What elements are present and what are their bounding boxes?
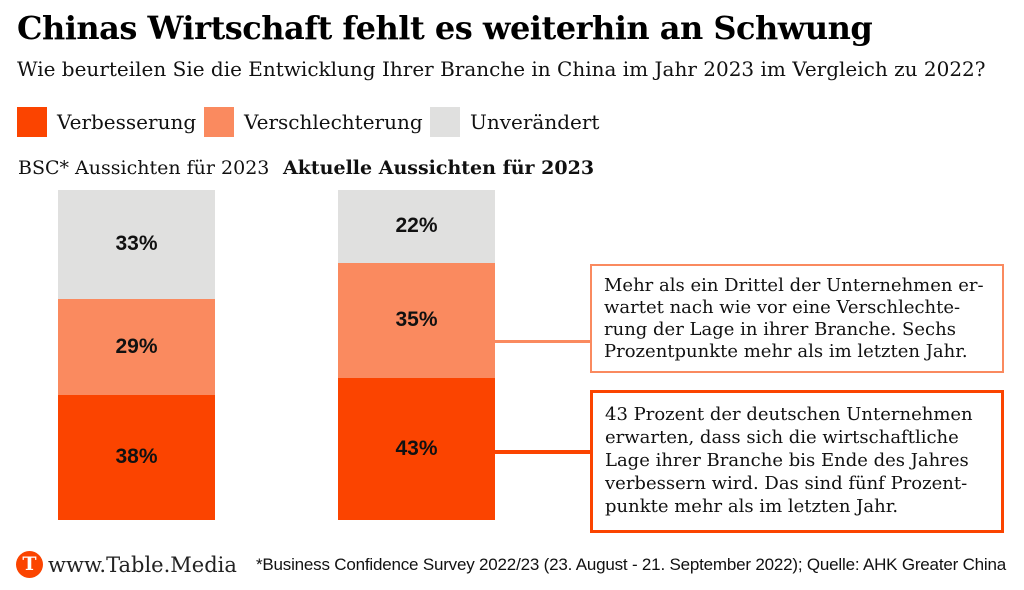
stacked-bar-aktuell: 22% 35% 43% (338, 190, 495, 520)
column-label-bsc: BSC* Aussichten für 2023 (18, 157, 270, 179)
legend-item-verschlechterung: Verschlechterung (204, 107, 423, 137)
bar-bsc-value-verbesserung: 38% (115, 445, 158, 469)
annotation-text-verbesserung: 43 Prozent der deutschen Unternehmen erw… (605, 404, 973, 517)
bar-aktuell-segment-verschlechterung: 35% (338, 262, 495, 379)
source-note: *Business Confidence Survey 2022/23 (23.… (255, 555, 1006, 574)
bar-aktuell-value-verbesserung: 43% (395, 437, 438, 461)
legend-item-unveraendert: Unverändert (430, 107, 599, 137)
bar-bsc-segment-unveraendert: 33% (58, 190, 215, 299)
website-url: www.Table.Media (48, 553, 237, 577)
bar-aktuell-value-verschlechterung: 35% (395, 308, 438, 332)
connector-line-verbesserung (495, 450, 590, 454)
bar-bsc-segment-verbesserung: 38% (58, 394, 215, 520)
column-label-aktuell: Aktuelle Aussichten für 2023 (283, 157, 595, 179)
logo-letter: T (22, 553, 37, 575)
stacked-bar-bsc: 33% 29% 38% (58, 190, 215, 520)
chart-subtitle: Wie beurteilen Sie die Entwicklung Ihrer… (17, 57, 986, 81)
annotation-box-verschlechterung: Mehr als ein Drittel der Unternehmen er-… (590, 264, 1004, 373)
table-media-logo-icon: T (16, 551, 43, 578)
legend-swatch-unveraendert-icon (430, 107, 460, 137)
bar-bsc-value-verschlechterung: 29% (115, 334, 158, 358)
bar-aktuell-segment-verbesserung: 43% (338, 378, 495, 520)
bar-aktuell-segment-unveraendert: 22% (338, 190, 495, 263)
legend-swatch-verbesserung-icon (17, 107, 47, 137)
annotation-text-verschlechterung: Mehr als ein Drittel der Unternehmen er-… (604, 275, 984, 362)
bar-aktuell-value-unveraendert: 22% (395, 214, 438, 238)
annotation-box-verbesserung: 43 Prozent der deutschen Unternehmen erw… (590, 390, 1004, 533)
bar-bsc-segment-verschlechterung: 29% (58, 298, 215, 395)
connector-line-verschlechterung (495, 340, 590, 343)
legend-swatch-verschlechterung-icon (204, 107, 234, 137)
legend-label-unveraendert: Unverändert (470, 110, 600, 134)
bar-bsc-value-unveraendert: 33% (115, 232, 158, 256)
legend-item-verbesserung: Verbesserung (17, 107, 196, 137)
legend-label-verbesserung: Verbesserung (57, 110, 197, 134)
legend-label-verschlechterung: Verschlechterung (244, 110, 423, 134)
chart-title: Chinas Wirtschaft fehlt es weiterhin an … (17, 9, 873, 47)
